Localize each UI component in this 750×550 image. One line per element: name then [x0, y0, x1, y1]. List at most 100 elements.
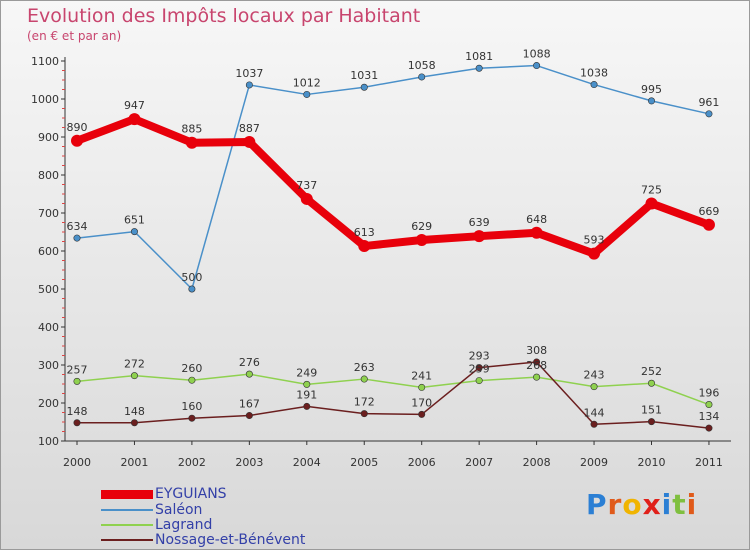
proxiti-logo: Proxiti: [586, 488, 697, 521]
data-label: 1031: [350, 69, 378, 82]
data-point: [185, 136, 198, 149]
data-point: [130, 419, 138, 427]
data-label: 500: [181, 271, 202, 284]
data-label: 257: [67, 363, 88, 376]
legend-swatch: [101, 539, 153, 541]
data-label: 995: [641, 83, 662, 96]
x-tick-label: 2001: [120, 456, 148, 469]
series-line-0: [75, 115, 711, 258]
legend-swatch: [101, 524, 153, 526]
data-label: 593: [584, 234, 605, 247]
data-label: 669: [698, 205, 719, 218]
series-line-3: [77, 361, 710, 429]
legend-label: Nossage-et-Bénévent: [155, 532, 306, 548]
data-point: [533, 358, 541, 366]
data-label: 648: [526, 213, 547, 226]
data-labels-layer: 890 947 885 887 737 613 629 639 648 593 725 669 634 6…: [67, 48, 720, 424]
data-label: 1058: [408, 59, 436, 72]
y-tick-label: 300: [38, 359, 59, 372]
data-label: 170: [411, 396, 432, 409]
data-point: [702, 218, 715, 231]
data-label: 885: [181, 123, 202, 136]
data-point: [360, 410, 368, 418]
y-tick-label: 1100: [31, 55, 59, 68]
x-tick-label: 2007: [465, 456, 493, 469]
data-point: [473, 230, 486, 243]
legend-item: Saléon: [101, 502, 202, 518]
x-tick-label: 2000: [63, 456, 91, 469]
series-layer: [71, 62, 715, 432]
logo-letter: i: [686, 488, 698, 521]
data-point: [590, 81, 598, 89]
series-line-1: [76, 64, 710, 290]
chart-subtitle: (en € et par an): [27, 29, 122, 43]
data-point: [71, 134, 83, 147]
data-point: [188, 376, 196, 384]
x-tick-label: 2006: [408, 456, 436, 469]
data-point: [588, 247, 601, 260]
x-tick-label: 2009: [580, 456, 608, 469]
data-label: 634: [67, 220, 88, 233]
axes: 100 200 300 400 500 600 700 800 900 1000 1100 2000 2…: [31, 55, 731, 469]
legend-item: Lagrand: [101, 517, 212, 533]
x-tick-label: 2010: [638, 456, 666, 469]
x-tick-label: 2005: [350, 456, 378, 469]
data-label: 725: [641, 184, 662, 197]
data-label: 613: [354, 226, 375, 239]
y-tick-label: 900: [38, 131, 59, 144]
data-label: 260: [181, 362, 202, 375]
y-tick-label: 100: [38, 435, 59, 448]
data-point: [73, 419, 81, 427]
logo-letter: x: [642, 488, 662, 521]
data-point: [590, 420, 598, 428]
data-label: 737: [296, 179, 317, 192]
data-point: [358, 240, 371, 253]
data-label: 148: [124, 405, 145, 418]
legend-label: Saléon: [155, 502, 203, 518]
data-point: [130, 228, 138, 236]
data-point: [188, 414, 196, 422]
x-tick-label: 2011: [695, 456, 723, 469]
data-label: 293: [469, 350, 490, 363]
legend-label: EYGUIANS: [155, 486, 227, 502]
data-point: [418, 410, 426, 418]
data-point: [533, 62, 541, 70]
legend-swatch: [101, 509, 153, 511]
data-label: 890: [67, 121, 88, 134]
data-point: [303, 380, 311, 388]
data-point: [188, 285, 196, 293]
x-tick-label: 2004: [293, 456, 321, 469]
logo-letter: t: [672, 488, 687, 521]
data-label: 160: [181, 400, 202, 413]
data-label: 191: [296, 388, 317, 401]
data-point: [590, 383, 598, 391]
data-point: [530, 226, 543, 239]
data-point: [705, 401, 713, 409]
data-label: 276: [239, 356, 260, 369]
data-point: [128, 113, 141, 126]
data-point: [245, 81, 253, 89]
data-point: [645, 197, 658, 210]
data-label: 1081: [465, 50, 493, 63]
data-point: [245, 370, 253, 378]
data-point: [130, 372, 138, 380]
data-point: [475, 377, 483, 385]
data-point: [243, 135, 256, 148]
logo-letter: i: [661, 488, 673, 521]
data-label: 639: [469, 216, 490, 229]
logo-letter: r: [607, 488, 623, 521]
data-label: 1038: [580, 67, 608, 80]
data-point: [418, 383, 426, 391]
x-tick-label: 2008: [523, 456, 551, 469]
data-point: [647, 97, 655, 105]
data-point: [303, 402, 311, 410]
data-point: [73, 377, 81, 385]
data-label: 961: [698, 96, 719, 109]
data-label: 144: [584, 406, 605, 419]
data-label: 241: [411, 369, 432, 382]
data-label: 651: [124, 214, 145, 227]
x-tick-label: 2002: [178, 456, 206, 469]
data-point: [73, 234, 81, 242]
